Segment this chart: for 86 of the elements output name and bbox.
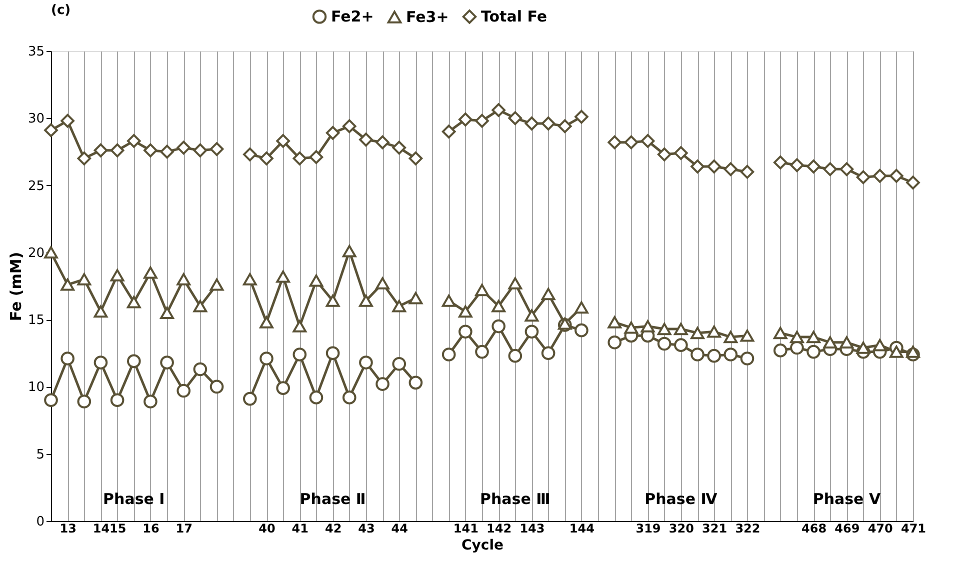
point bbox=[558, 119, 572, 134]
y-tick-label: 15 bbox=[28, 313, 44, 328]
x-tick-label: 144 bbox=[569, 522, 594, 536]
point bbox=[657, 147, 672, 162]
point bbox=[707, 348, 721, 363]
point bbox=[94, 356, 108, 370]
point bbox=[144, 394, 158, 408]
point bbox=[906, 176, 920, 190]
point bbox=[541, 116, 556, 130]
point bbox=[707, 160, 721, 174]
annotation: Phase Ⅱ bbox=[300, 490, 366, 508]
point bbox=[44, 393, 58, 408]
point bbox=[608, 135, 622, 150]
y-tick-label: 20 bbox=[28, 246, 44, 261]
point bbox=[640, 134, 655, 148]
annotation: Phase Ⅳ bbox=[644, 490, 718, 508]
x-tick-label: 468 bbox=[802, 522, 827, 536]
x-tick-label: 469 bbox=[834, 522, 860, 536]
point bbox=[872, 168, 887, 183]
annotation: Phase Ⅴ bbox=[812, 490, 881, 508]
point bbox=[492, 103, 506, 117]
point bbox=[608, 335, 622, 350]
point bbox=[126, 354, 141, 368]
point bbox=[690, 348, 704, 362]
x-tick-label: 320 bbox=[668, 522, 694, 536]
point bbox=[60, 352, 74, 366]
legend-label: Fe2+ bbox=[331, 8, 374, 26]
x-tick-label: 42 bbox=[324, 522, 342, 536]
point bbox=[475, 114, 489, 128]
point bbox=[624, 135, 638, 150]
x-tick-label: 470 bbox=[868, 522, 893, 536]
point bbox=[724, 162, 738, 176]
x-tick-label: 44 bbox=[391, 522, 408, 536]
point bbox=[840, 162, 854, 176]
x-tick-label: 322 bbox=[735, 522, 760, 536]
point bbox=[442, 124, 456, 138]
point bbox=[160, 356, 174, 370]
y-tick-label: 5 bbox=[36, 447, 44, 462]
annotation: Phase Ⅲ bbox=[480, 490, 550, 508]
point bbox=[674, 338, 688, 352]
y-axis-title: Fe (mM) bbox=[6, 252, 25, 322]
x-tick-label: 41 bbox=[292, 522, 309, 536]
x-tick-label: 471 bbox=[900, 522, 926, 536]
x-tick-label: 16 bbox=[142, 522, 160, 536]
point bbox=[574, 110, 588, 124]
point bbox=[657, 336, 672, 351]
legend-label: Total Fe bbox=[481, 8, 548, 26]
chart-title: (c) bbox=[51, 3, 71, 18]
point bbox=[524, 116, 539, 130]
x-tick-label: 43 bbox=[358, 522, 375, 536]
y-tick-label: 35 bbox=[28, 44, 44, 60]
y-tick-label: 0 bbox=[36, 514, 44, 530]
x-tick-label: 40 bbox=[258, 522, 276, 536]
point bbox=[823, 162, 838, 176]
legend-label: Fe3+ bbox=[406, 8, 449, 26]
point bbox=[806, 160, 820, 174]
x-tick-label: 17 bbox=[176, 522, 192, 536]
x-tick-label: 142 bbox=[486, 522, 512, 536]
x-tick-label: 319 bbox=[636, 522, 661, 536]
point bbox=[724, 348, 738, 362]
point bbox=[690, 160, 704, 174]
point bbox=[193, 362, 208, 376]
x-tick-label: 15 bbox=[109, 522, 126, 536]
y-tick-label: 25 bbox=[28, 178, 44, 194]
x-tick-label: 143 bbox=[520, 522, 545, 536]
point bbox=[856, 170, 870, 184]
x-axis-title: Cycle bbox=[462, 538, 504, 554]
x-tick-label: 14 bbox=[92, 522, 110, 536]
point bbox=[790, 158, 804, 172]
x-tick-label: 321 bbox=[702, 522, 728, 536]
point bbox=[740, 352, 754, 366]
point bbox=[773, 156, 788, 170]
x-tick-label: 13 bbox=[60, 522, 76, 536]
annotation: Phase Ⅰ bbox=[103, 490, 165, 508]
point bbox=[508, 111, 522, 126]
x-tick-label: 141 bbox=[453, 522, 478, 536]
point bbox=[890, 168, 904, 183]
y-tick-label: 30 bbox=[28, 112, 44, 127]
point bbox=[210, 380, 224, 394]
y-tick-label: 10 bbox=[28, 380, 44, 396]
point bbox=[77, 394, 92, 408]
point bbox=[110, 393, 124, 408]
point bbox=[674, 146, 688, 160]
point bbox=[740, 164, 754, 179]
point bbox=[176, 384, 191, 398]
point bbox=[458, 112, 472, 126]
